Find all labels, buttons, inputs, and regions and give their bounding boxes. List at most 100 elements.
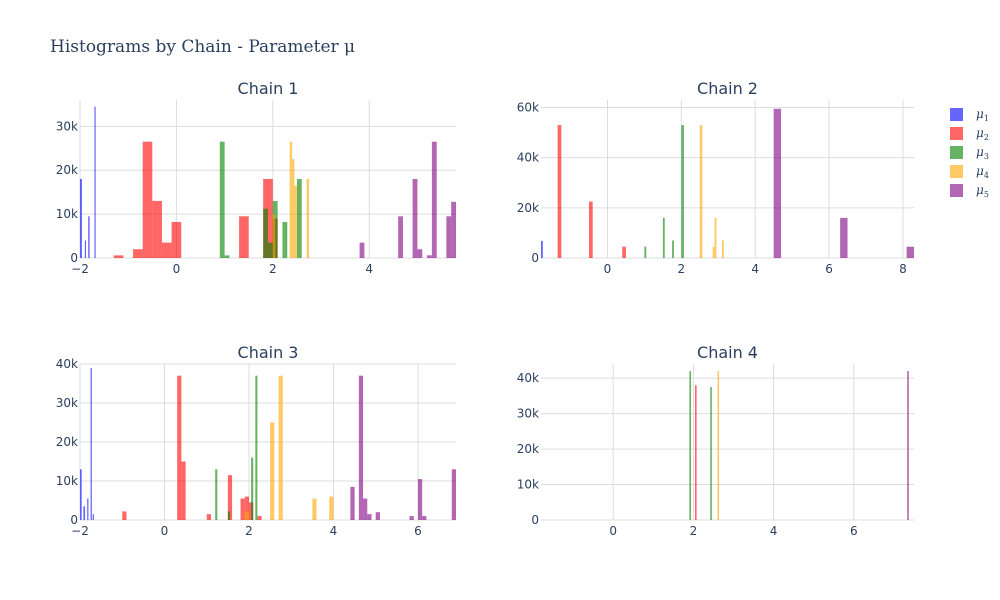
histogram-bar[interactable]: [350, 486, 355, 520]
histogram-bar[interactable]: [417, 249, 423, 258]
histogram-bar[interactable]: [589, 201, 593, 258]
histogram-bar[interactable]: [306, 179, 309, 258]
histogram-bar[interactable]: [773, 108, 782, 259]
histogram-bar[interactable]: [622, 246, 626, 258]
histogram-bar[interactable]: [712, 246, 715, 258]
histogram-bar[interactable]: [644, 246, 647, 258]
histogram-bar[interactable]: [431, 141, 437, 258]
legend-item-mu4[interactable]: μ4: [950, 164, 989, 180]
histogram-bar[interactable]: [251, 457, 254, 520]
histogram-bar[interactable]: [409, 516, 414, 520]
histogram-bar[interactable]: [219, 141, 225, 258]
x-tick-label: 0: [173, 262, 181, 276]
histogram-bar[interactable]: [412, 179, 418, 258]
histogram-bar[interactable]: [239, 216, 249, 258]
histogram-bar[interactable]: [227, 511, 230, 520]
histogram-bar[interactable]: [367, 514, 372, 520]
y-tick-label: 40k: [56, 357, 78, 371]
histogram-bar[interactable]: [80, 469, 82, 520]
histogram-bar[interactable]: [427, 255, 432, 258]
histogram-bar[interactable]: [84, 240, 87, 258]
figure-title: Histograms by Chain - Parameter μ: [50, 37, 355, 57]
subplot-title: Chain 2: [697, 79, 758, 98]
histogram-bar[interactable]: [90, 367, 92, 520]
histogram-bar[interactable]: [133, 249, 143, 258]
x-tick-label: −2: [71, 262, 89, 276]
histogram-bar[interactable]: [94, 106, 96, 258]
histogram-bar[interactable]: [244, 511, 249, 520]
histogram-bar[interactable]: [422, 516, 427, 520]
histogram-bar[interactable]: [272, 214, 276, 258]
histogram-bar[interactable]: [375, 512, 380, 520]
legend-item-mu2[interactable]: μ2: [950, 126, 989, 142]
histogram-bar[interactable]: [87, 498, 89, 520]
histogram-bar[interactable]: [177, 375, 182, 520]
histogram-bar[interactable]: [92, 514, 94, 520]
histogram-bar[interactable]: [398, 216, 403, 258]
histogram-bar[interactable]: [672, 240, 674, 258]
histogram-bar[interactable]: [699, 125, 703, 258]
histogram-bar[interactable]: [270, 422, 275, 521]
histogram-bar[interactable]: [282, 222, 288, 258]
histogram-bar[interactable]: [710, 387, 712, 520]
histogram-bar[interactable]: [113, 255, 124, 258]
legend-swatch: [950, 165, 963, 178]
x-tick-label: −2: [71, 524, 89, 538]
histogram-bar[interactable]: [289, 141, 293, 258]
histogram-bar[interactable]: [312, 498, 317, 520]
legend-label: μ4: [976, 164, 989, 180]
histogram-bar[interactable]: [171, 222, 182, 258]
histogram-bar[interactable]: [88, 216, 90, 258]
histogram-bar[interactable]: [255, 375, 258, 520]
histogram-bar[interactable]: [451, 201, 456, 258]
histogram-bar[interactable]: [161, 242, 172, 258]
histogram-bar[interactable]: [206, 514, 211, 520]
legend-label: μ1: [976, 107, 989, 123]
histogram-bar[interactable]: [907, 371, 909, 520]
histogram-bar[interactable]: [224, 255, 230, 258]
x-tick-label: 6: [414, 524, 422, 538]
histogram-bar[interactable]: [215, 469, 218, 520]
histogram-bar[interactable]: [278, 375, 283, 520]
legend-item-mu1[interactable]: μ1: [950, 107, 989, 123]
histogram-bar[interactable]: [122, 511, 127, 520]
legend-item-mu5[interactable]: μ5: [950, 183, 989, 199]
histogram-bar[interactable]: [359, 242, 365, 258]
histogram-bar[interactable]: [263, 208, 268, 258]
histogram-bar[interactable]: [681, 125, 684, 258]
legend[interactable]: μ1 μ2 μ3 μ4 μ5: [950, 107, 989, 199]
histogram-bar[interactable]: [152, 200, 162, 258]
legend-item-mu3[interactable]: μ3: [950, 145, 989, 161]
x-tick-label: 4: [365, 262, 373, 276]
histogram-bar[interactable]: [244, 496, 249, 520]
histogram-bar[interactable]: [541, 240, 543, 258]
histogram-bar[interactable]: [240, 498, 245, 520]
histogram-bar[interactable]: [268, 242, 273, 258]
histogram-bar[interactable]: [417, 479, 423, 520]
histogram-bar[interactable]: [83, 506, 86, 520]
histogram-bar[interactable]: [294, 185, 297, 258]
histogram-bar[interactable]: [451, 469, 456, 520]
histogram-bar[interactable]: [257, 516, 262, 520]
histogram-bar[interactable]: [717, 371, 720, 520]
histogram-bar[interactable]: [181, 461, 186, 521]
histogram-bar[interactable]: [557, 125, 562, 258]
histogram-bar[interactable]: [662, 217, 665, 258]
histogram-bar[interactable]: [363, 498, 368, 520]
histogram-bar[interactable]: [292, 159, 295, 258]
histogram-bar[interactable]: [358, 375, 364, 520]
histogram-bar[interactable]: [714, 217, 717, 258]
histogram-bar[interactable]: [142, 141, 153, 258]
x-tick-label: 6: [825, 262, 833, 276]
histogram-bar[interactable]: [906, 246, 914, 258]
histogram-bar[interactable]: [721, 240, 724, 258]
histogram-bar[interactable]: [296, 179, 302, 258]
histogram-bar[interactable]: [80, 179, 82, 258]
histogram-bar[interactable]: [689, 371, 692, 520]
histogram-bar[interactable]: [446, 216, 452, 258]
histogram-bar[interactable]: [695, 385, 697, 520]
histogram-bar[interactable]: [840, 217, 848, 258]
histogram-bar[interactable]: [329, 496, 334, 520]
histogram-bar[interactable]: [227, 475, 233, 520]
